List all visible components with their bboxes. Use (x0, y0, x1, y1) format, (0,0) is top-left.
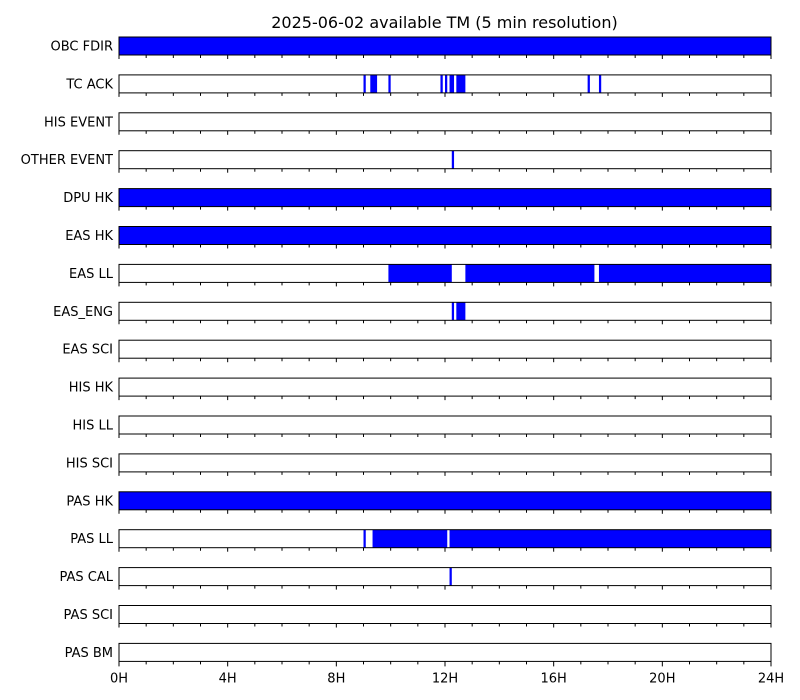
row-label: EAS HK (65, 229, 113, 244)
timeline-row: EAS HK (65, 226, 772, 249)
availability-segment (388, 264, 452, 283)
row-label: PAS LL (70, 532, 114, 547)
x-axis: 0H 4H 8H 12H 16H 20H 24H (110, 671, 784, 686)
row-label: HIS LL (73, 419, 114, 434)
availability-segment (370, 74, 378, 93)
row-label: EAS LL (69, 267, 114, 282)
timeline-row: PAS SCI (64, 605, 772, 628)
timeline-rows: OBC FDIR TC ACK HIS EVENT OTHER EVENT DPU HK… (21, 36, 772, 667)
row-label: HIS HK (69, 381, 114, 396)
availability-segment (440, 74, 443, 93)
availability-segment (119, 226, 771, 245)
row-label: DPU HK (63, 191, 113, 206)
x-tick-label: 20H (649, 671, 675, 686)
x-tick-label: 8H (327, 671, 345, 686)
row-label: OBC FDIR (51, 40, 114, 55)
row-background (119, 302, 771, 321)
row-background (119, 453, 771, 472)
timeline-row: DPU HK (63, 188, 772, 211)
row-label: OTHER EVENT (21, 153, 113, 168)
availability-segment (119, 491, 771, 510)
row-label: PAS BM (65, 646, 113, 661)
availability-segment (456, 74, 466, 93)
availability-segment (465, 264, 595, 283)
timeline-row: PAS LL (70, 529, 772, 552)
timeline-row: EAS SCI (62, 339, 772, 363)
chart-title: 2025-06-02 available TM (5 min resolutio… (271, 13, 617, 32)
row-background (119, 378, 771, 397)
timeline-row: HIS EVENT (44, 112, 772, 135)
availability-segment (449, 567, 452, 586)
availability-segment (456, 302, 466, 321)
availability-segment (451, 150, 455, 169)
availability-segment (449, 529, 771, 548)
availability-segment (598, 74, 602, 93)
timeline-row: PAS HK (66, 491, 772, 514)
row-background (119, 567, 771, 586)
row-background (119, 112, 771, 131)
timeline-row: PAS BM (65, 642, 772, 667)
row-background (119, 416, 771, 434)
timeline-row: HIS HK (69, 377, 772, 401)
x-tick-label: 12H (432, 671, 458, 686)
availability-segment (449, 74, 455, 93)
timeline-row: HIS SCI (66, 453, 772, 476)
timeline-row: EAS LL (69, 263, 772, 287)
availability-segment (119, 188, 771, 207)
timeline-row: HIS LL (73, 415, 772, 438)
row-background (119, 643, 771, 662)
x-tick-label: 4H (219, 671, 237, 686)
availability-segment (598, 264, 771, 283)
timeline-row: TC ACK (65, 74, 772, 97)
availability-segment (445, 74, 448, 93)
availability-segment (451, 302, 455, 321)
timeline-row: PAS CAL (60, 567, 772, 590)
timeline-row: OTHER EVENT (21, 150, 772, 173)
availability-segment (372, 529, 448, 548)
x-tick-label: 16H (541, 671, 567, 686)
x-tick-label: 24H (758, 671, 784, 686)
row-label: EAS SCI (62, 343, 113, 358)
row-label: HIS SCI (66, 456, 113, 471)
timeline-row: OBC FDIR (51, 36, 772, 59)
availability-segment (119, 37, 771, 55)
row-label: TC ACK (65, 77, 113, 92)
timeline-row: EAS_ENG (53, 301, 772, 325)
row-label: PAS HK (66, 494, 113, 509)
row-background (119, 150, 771, 169)
row-label: PAS SCI (64, 608, 113, 623)
availability-segment (363, 529, 366, 548)
availability-segment (363, 74, 366, 93)
row-label: PAS CAL (60, 570, 114, 585)
row-label: HIS EVENT (44, 115, 113, 130)
availability-segment (587, 74, 590, 93)
availability-segment (388, 74, 391, 93)
x-tick-label: 0H (110, 671, 128, 686)
row-label: EAS_ENG (53, 305, 113, 320)
row-background (119, 340, 771, 359)
row-background (119, 605, 771, 624)
